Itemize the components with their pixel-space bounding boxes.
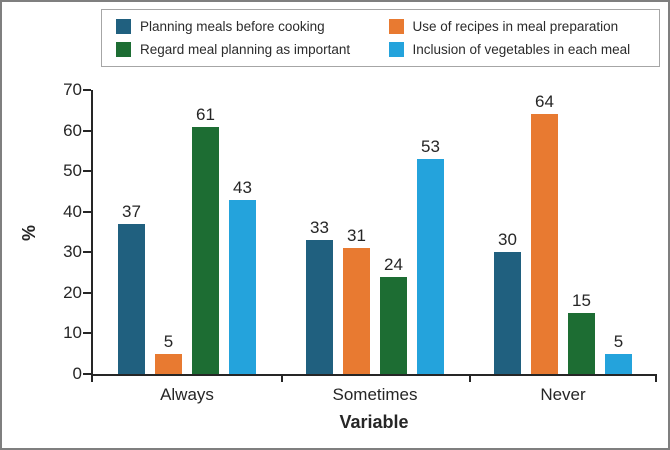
y-tick-label: 70 bbox=[63, 80, 82, 99]
bar-column: 53 bbox=[417, 137, 444, 374]
legend-label: Planning meals before cooking bbox=[140, 19, 325, 35]
bar-value-label: 33 bbox=[310, 218, 329, 238]
bar bbox=[343, 248, 370, 374]
x-category-label: Never bbox=[540, 385, 586, 404]
legend-swatch-icon bbox=[116, 19, 131, 35]
y-tick-label: 30 bbox=[63, 242, 82, 262]
legend-swatch-icon bbox=[116, 41, 131, 57]
bar-value-label: 5 bbox=[613, 331, 624, 351]
y-tick-mark bbox=[83, 210, 91, 213]
y-tick-mark bbox=[83, 129, 91, 132]
y-tick-label: 20 bbox=[63, 282, 82, 302]
bar bbox=[118, 223, 145, 374]
y-tick-mark bbox=[83, 291, 91, 294]
bar-group-sometimes: 33 31 24 53 bbox=[281, 90, 469, 374]
x-tick-mark bbox=[91, 376, 93, 382]
bar bbox=[155, 353, 182, 374]
y-tick-mark bbox=[83, 251, 91, 254]
y-tick-mark bbox=[83, 373, 91, 375]
y-tick-label: 40 bbox=[63, 201, 82, 221]
bar-value-label: 31 bbox=[347, 226, 366, 246]
legend-item: Inclusion of vegetables in each meal bbox=[388, 41, 656, 57]
bar-column: 64 bbox=[531, 92, 558, 374]
bar-column: 30 bbox=[494, 230, 521, 374]
x-tick-mark bbox=[655, 376, 657, 382]
x-category-label: Sometimes bbox=[332, 385, 418, 404]
legend-label: Use of recipes in meal preparation bbox=[412, 19, 619, 35]
bar-column: 31 bbox=[343, 226, 370, 374]
bar-column: 61 bbox=[192, 105, 219, 374]
y-tick-mark bbox=[83, 89, 91, 91]
bar-column: 15 bbox=[568, 291, 595, 374]
bar bbox=[531, 114, 558, 374]
bar-column: 24 bbox=[380, 255, 407, 374]
x-category-label: Always bbox=[160, 385, 214, 404]
y-tick-label: 0 bbox=[72, 364, 82, 383]
bar-group-never: 30 64 15 5 bbox=[469, 90, 657, 374]
bar bbox=[380, 276, 407, 374]
bar bbox=[192, 126, 219, 374]
legend-item: Planning meals before cooking bbox=[116, 19, 383, 35]
bar bbox=[605, 353, 632, 374]
y-tick-mark bbox=[83, 332, 91, 335]
bar-value-label: 64 bbox=[535, 92, 554, 112]
bar-value-label: 37 bbox=[122, 201, 141, 221]
bar-column: 33 bbox=[306, 218, 333, 374]
chart-legend: Planning meals before cooking Use of reci… bbox=[101, 9, 660, 67]
bar-value-label: 43 bbox=[233, 177, 252, 197]
x-tick-mark bbox=[469, 376, 471, 382]
bar-value-label: 30 bbox=[498, 230, 517, 250]
legend-item: Use of recipes in meal preparation bbox=[388, 19, 656, 35]
x-tick-mark bbox=[281, 376, 283, 382]
y-tick-label: 50 bbox=[63, 161, 82, 181]
bar bbox=[568, 313, 595, 374]
legend-swatch-icon bbox=[388, 41, 404, 57]
bar-column: 5 bbox=[605, 332, 632, 374]
bar-value-label: 24 bbox=[384, 254, 403, 274]
bar bbox=[229, 199, 256, 374]
bar-column: 43 bbox=[229, 178, 256, 374]
bar-value-label: 5 bbox=[163, 331, 174, 351]
bar bbox=[494, 252, 521, 374]
bar bbox=[306, 240, 333, 374]
bar bbox=[417, 158, 444, 374]
y-tick-label: 10 bbox=[63, 323, 82, 343]
bar-value-label: 61 bbox=[196, 104, 215, 124]
legend-label: Regard meal planning as important bbox=[140, 41, 351, 57]
y-tick-mark bbox=[83, 170, 91, 173]
y-tick-label: 60 bbox=[63, 120, 82, 140]
legend-item: Regard meal planning as important bbox=[116, 41, 383, 57]
x-axis-title: Variable bbox=[339, 412, 409, 432]
plot-area: 37 5 61 43 33 31 24 53 30 64 15 5 bbox=[91, 90, 657, 376]
bar-column: 5 bbox=[155, 332, 182, 374]
legend-label: Inclusion of vegetables in each meal bbox=[412, 41, 631, 57]
legend-swatch-icon bbox=[388, 19, 404, 35]
bar-value-label: 15 bbox=[572, 291, 591, 311]
bar-group-always: 37 5 61 43 bbox=[93, 90, 281, 374]
bar-value-label: 53 bbox=[421, 136, 440, 156]
bar-column: 37 bbox=[118, 202, 145, 374]
